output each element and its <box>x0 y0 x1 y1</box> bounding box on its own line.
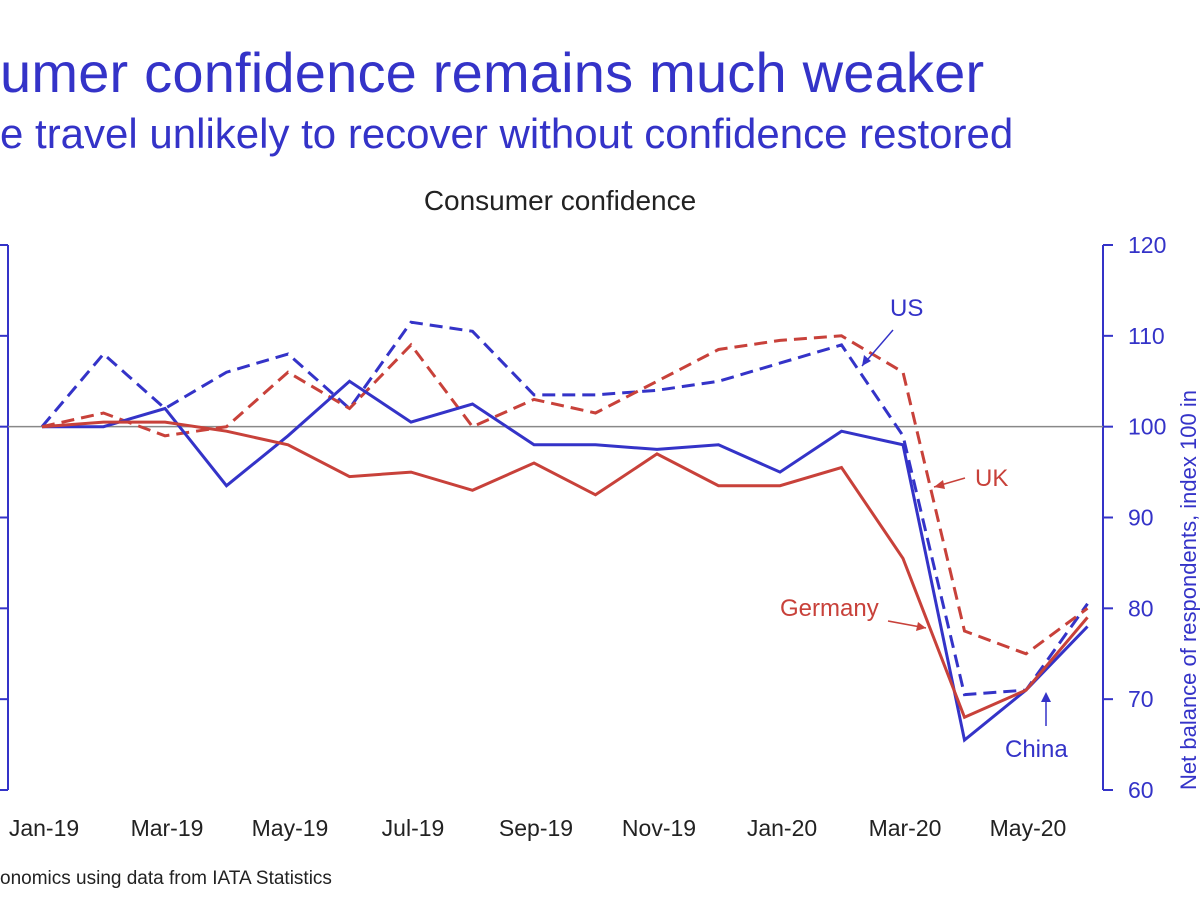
series-line-germany <box>41 420 1089 720</box>
x-tick-label: Mar-20 <box>869 815 942 841</box>
y-tick-label: 110 <box>1128 323 1165 349</box>
y-tick-label: 120 <box>1128 232 1166 258</box>
annotation-germany-label: Germany <box>780 595 879 622</box>
x-tick-label: Mar-19 <box>131 815 204 841</box>
x-tick-label: Jan-19 <box>9 815 79 841</box>
x-tick-label: May-20 <box>990 815 1067 841</box>
y-tick-label: 90 <box>1128 505 1154 531</box>
y-tick-label: 80 <box>1128 595 1154 621</box>
y-tick-label: 100 <box>1128 414 1166 440</box>
y-tick-label: 60 <box>1128 777 1154 803</box>
chart-title: Consumer confidence <box>424 185 696 216</box>
page-title: umer confidence remains much weaker <box>0 41 985 104</box>
x-tick-label: Jul-19 <box>382 815 445 841</box>
x-tick-label: Sep-19 <box>499 815 573 841</box>
x-tick-label: May-19 <box>252 815 329 841</box>
annotation-uk-label: UK <box>975 465 1008 492</box>
x-tick-label: Nov-19 <box>622 815 696 841</box>
annotation-china-arrowhead <box>1041 692 1051 702</box>
right-axis-label: Net balance of respondents, index 100 in <box>1176 390 1200 790</box>
annotation-china-label: China <box>1005 736 1068 763</box>
annotation-us-label: US <box>890 295 923 322</box>
annotation-us-arrowhead <box>862 355 871 366</box>
annotation-germany-arrowhead <box>916 622 926 631</box>
x-tick-label: Jan-20 <box>747 815 817 841</box>
source-note: onomics using data from IATA Statistics <box>0 868 332 889</box>
series-line-china <box>42 379 1089 743</box>
page-subtitle: e travel unlikely to recover without con… <box>0 110 1014 157</box>
series-line-uk <box>41 334 1089 656</box>
y-tick-label: 70 <box>1128 686 1154 712</box>
series-line-us <box>40 320 1089 697</box>
annotation-uk-arrowhead <box>934 480 945 489</box>
